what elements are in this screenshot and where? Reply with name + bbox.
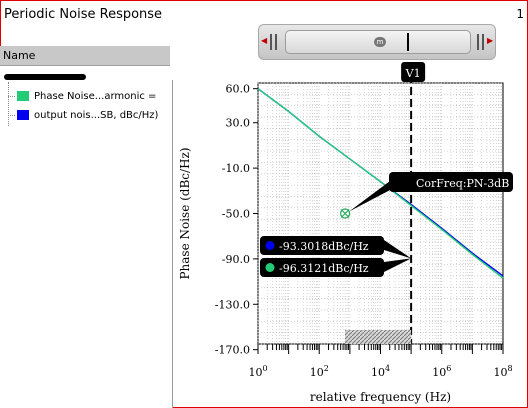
x-tick-label: 104 bbox=[371, 364, 390, 379]
panel-divider[interactable] bbox=[172, 80, 173, 408]
y-tick-label: -130.0 bbox=[215, 298, 250, 311]
scroll-left-icon[interactable]: ◀ bbox=[261, 36, 268, 45]
x-axis-ticks bbox=[257, 344, 504, 354]
value-dot bbox=[265, 263, 275, 272]
marker-range-band bbox=[345, 330, 412, 344]
corner-freq-callout[interactable] bbox=[389, 172, 513, 192]
legend-swatch-green bbox=[17, 91, 29, 101]
scrollbar-thumb[interactable]: m bbox=[285, 30, 471, 54]
left-handle-icon[interactable] bbox=[270, 34, 277, 50]
y-axis-label: Phase Noise (dBc/Hz) bbox=[178, 147, 192, 279]
callout-pointer bbox=[349, 178, 394, 212]
series-group bbox=[257, 88, 504, 279]
plot-area[interactable] bbox=[257, 82, 504, 345]
y-tick-label: -10.0 bbox=[222, 162, 250, 175]
vertical-marker-group[interactable]: V1 bbox=[345, 62, 426, 344]
page-number: 1 bbox=[516, 7, 524, 21]
marker-label[interactable]: V1 bbox=[405, 67, 421, 80]
value-label-box[interactable] bbox=[260, 258, 384, 277]
grid-lines bbox=[257, 82, 503, 345]
value-label[interactable]: -93.3018dBc/Hz bbox=[279, 240, 369, 253]
legend-label: Phase Noise...armonic = bbox=[34, 91, 157, 102]
value-label[interactable]: -96.3121dBc/Hz bbox=[279, 262, 369, 275]
legend-swatch-blue bbox=[17, 110, 29, 120]
legend-item-phase-noise[interactable]: Phase Noise...armonic = bbox=[8, 91, 156, 102]
x-tick-label: 108 bbox=[493, 364, 512, 379]
results-panel: Name Phase Noise...armonic = output nois… bbox=[0, 46, 172, 408]
corner-freq-label[interactable]: CorFreq:PN-3dB bbox=[416, 177, 509, 190]
marker-label-box[interactable] bbox=[401, 62, 426, 82]
value-pointer bbox=[384, 240, 412, 259]
tree-connector bbox=[8, 82, 10, 126]
y-tick-label: 30.0 bbox=[226, 117, 251, 130]
legend-item-output-noise[interactable]: output nois...SB, dBc/Hz) bbox=[8, 110, 158, 121]
x-tick-labels: 100 102 104 106 108 bbox=[248, 364, 512, 379]
corner-freq-point[interactable] bbox=[340, 208, 351, 219]
scroll-right-icon[interactable]: ▶ bbox=[487, 36, 494, 45]
x-tick-label: 100 bbox=[248, 364, 267, 379]
annotation-group[interactable]: CorFreq:PN-3dB -93.3018dBc/Hz -96.3121dBc/… bbox=[260, 172, 513, 277]
right-handle-icon[interactable] bbox=[477, 34, 484, 50]
value-pointer bbox=[384, 258, 412, 272]
corner-freq-cross bbox=[340, 209, 350, 218]
x-axis-label: relative frequency (Hz) bbox=[310, 390, 451, 404]
value-label-box[interactable] bbox=[260, 236, 384, 255]
y-tick-label: 60.0 bbox=[226, 83, 251, 96]
window-title: Periodic Noise Response bbox=[4, 7, 163, 22]
y-tick-label: -90.0 bbox=[222, 253, 250, 266]
y-tick-label: -50.0 bbox=[222, 208, 250, 221]
value-dot bbox=[265, 241, 275, 250]
marker-position-icon bbox=[407, 33, 409, 51]
y-tick-label: -170.0 bbox=[215, 344, 250, 357]
zoom-scrollbar[interactable]: ◀ m ▶ bbox=[258, 24, 496, 60]
x-tick-label: 102 bbox=[310, 364, 329, 379]
legend-label: output nois...SB, dBc/Hz) bbox=[34, 110, 159, 121]
grip-icon[interactable]: m bbox=[374, 37, 386, 47]
y-tick-labels: 60.0 30.0 -10.0 -50.0 -90.0 -130.0 -170.0 bbox=[215, 83, 258, 357]
x-tick-label: 106 bbox=[432, 364, 451, 379]
series-line-1[interactable] bbox=[257, 88, 504, 279]
name-column-header[interactable]: Name bbox=[0, 46, 170, 66]
tree-root-item[interactable] bbox=[4, 74, 86, 80]
